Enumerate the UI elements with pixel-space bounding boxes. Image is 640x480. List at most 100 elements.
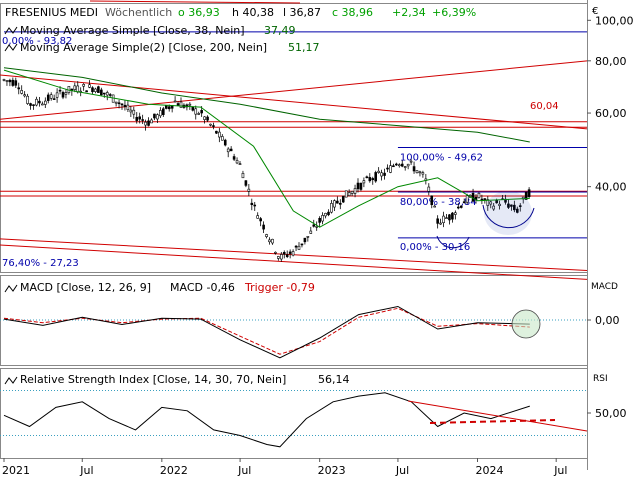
x-tick-label: 2023 — [318, 464, 346, 477]
candle-body — [436, 218, 439, 224]
candle-body — [173, 100, 177, 103]
candle-body — [14, 80, 18, 86]
macd-title: MACD [Close, 12, 26, 9] — [20, 281, 151, 294]
ma38-line — [3, 69, 530, 228]
candle-body — [336, 200, 339, 204]
candle-body — [238, 163, 242, 165]
candle-body — [330, 203, 333, 213]
candle-body — [380, 172, 383, 177]
candle-body — [462, 201, 466, 204]
candle-body — [218, 131, 221, 138]
trend-line — [0, 244, 588, 280]
trend-line — [89, 0, 301, 4]
fib-top-label: 0,00% - 93,82 — [2, 36, 72, 47]
candle-body — [439, 222, 442, 225]
candle-body — [221, 136, 224, 141]
candle-body — [153, 113, 156, 119]
candle-body — [11, 79, 15, 86]
candle-body — [297, 245, 301, 250]
rsi-y-tick-label: 50,00 — [595, 407, 627, 420]
macd-panel: 0,00 — [0, 284, 620, 359]
macd-value: MACD -0,46 — [170, 281, 235, 294]
candle-body — [321, 215, 324, 222]
candle-body — [188, 103, 192, 106]
candle-body — [38, 100, 41, 104]
fib2-0-label: 0,00% - 30,16 — [400, 242, 470, 253]
rsi-panel: 50,00 — [0, 376, 627, 448]
candle-body — [303, 237, 307, 243]
candle-body — [244, 180, 248, 186]
candle-body — [176, 103, 180, 106]
candle-body — [365, 176, 369, 179]
candle-body — [274, 251, 277, 254]
candle-body — [415, 170, 419, 174]
candle-body — [315, 226, 319, 228]
candle-body — [279, 254, 283, 260]
candle-body — [451, 212, 454, 220]
candle-body — [58, 89, 62, 92]
candle-body — [8, 79, 12, 83]
candle-body — [126, 104, 130, 110]
candle-body — [341, 195, 345, 203]
candle-body — [206, 116, 209, 121]
candle-body — [262, 224, 265, 230]
candle-body — [223, 139, 227, 146]
rsi-support-line — [429, 419, 556, 424]
candle-body — [445, 217, 448, 219]
candle-body — [353, 188, 357, 194]
rsi-header: Relative Strength Index [Close, 14, 30, … — [20, 373, 608, 386]
candle-body — [397, 164, 401, 167]
candle-body — [64, 92, 68, 95]
candle-body — [377, 170, 380, 173]
chart-panels — [0, 0, 588, 470]
candle-body — [123, 104, 127, 108]
candle-body — [52, 98, 56, 100]
candle-body — [418, 171, 422, 174]
macd-y-tick-label: 0,00 — [595, 314, 620, 327]
candle-body — [85, 90, 88, 93]
candle-body — [515, 208, 519, 213]
ma200-line — [3, 67, 530, 143]
y-tick-label: 80,00 — [595, 55, 627, 68]
candle-body — [527, 189, 531, 197]
price-panel: 40,00 60,00 80,00 100,00 0,00% - 93,82 76,40%… — [0, 0, 634, 280]
candle-body — [489, 201, 493, 205]
candle-body — [141, 119, 144, 121]
macd-trigger: Trigger -0,79 — [244, 281, 315, 294]
y-tick-label: 40,00 — [595, 181, 627, 194]
candle-body — [5, 80, 9, 82]
fib-bottom-label: 76,40% - 27,23 — [2, 258, 79, 269]
candle-body — [368, 177, 372, 182]
arc-fill — [484, 191, 532, 235]
candle-body — [309, 230, 313, 234]
candle-body — [103, 92, 106, 95]
candle-body — [55, 92, 59, 98]
candle-body — [403, 166, 407, 168]
candle-body — [26, 95, 29, 104]
candle-body — [250, 202, 254, 205]
candle-body — [235, 160, 239, 164]
fib2-100-label: 100,00% - 49,62 — [400, 153, 483, 164]
trend-line — [0, 74, 588, 130]
x-tick-label: Jul — [237, 464, 251, 477]
candle-body — [510, 204, 513, 207]
candle-body — [2, 79, 6, 81]
candle-body — [191, 106, 195, 111]
header-close: c 38,96 — [332, 6, 373, 19]
candle-body — [294, 245, 298, 248]
panel-frame — [0, 368, 588, 459]
candle-body — [150, 119, 153, 124]
candle-body — [338, 202, 342, 205]
candle-body — [456, 206, 460, 209]
candle-body — [203, 116, 206, 120]
legend-ma38-text: Moving Average Simple [Close, 38, Nein] — [20, 24, 245, 37]
y-tick-label: 100,00 — [595, 14, 634, 27]
candle-body — [212, 125, 215, 127]
candle-body — [32, 104, 35, 106]
candle-body — [268, 239, 271, 243]
candle-body — [409, 160, 413, 163]
candle-body — [362, 180, 366, 184]
macd-header: MACD [Close, 12, 26, 9] MACD -0,46 Trigg… — [20, 281, 618, 294]
rsi-value: 56,14 — [318, 373, 350, 386]
candle-body — [374, 172, 378, 182]
